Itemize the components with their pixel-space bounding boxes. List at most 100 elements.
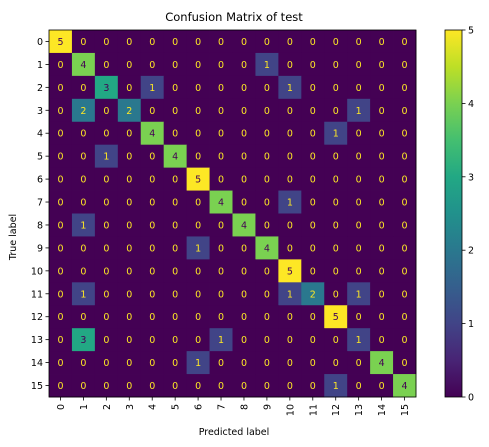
cell-value-label: 0 xyxy=(195,198,201,209)
heatmap-cell xyxy=(163,190,188,214)
heatmap-cell xyxy=(393,374,417,398)
heatmap-cell xyxy=(347,282,371,306)
cell-value-label: 0 xyxy=(379,37,385,48)
heatmap-cell xyxy=(117,52,142,77)
heatmap-cell xyxy=(255,98,279,123)
heatmap-cell xyxy=(163,374,188,398)
cell-value-label: 0 xyxy=(287,381,293,392)
heatmap-cell xyxy=(370,190,394,214)
cell-value-label: 5 xyxy=(195,175,201,186)
heatmap-cell xyxy=(255,259,279,283)
cell-value-label: 0 xyxy=(241,243,247,254)
cell-value-label: 0 xyxy=(287,129,293,140)
cell-value-label: 0 xyxy=(402,198,408,209)
heatmap-cell xyxy=(117,305,142,329)
heatmap-cell xyxy=(209,374,233,398)
cell-value-label: 0 xyxy=(172,37,178,48)
x-tick-label: 12 xyxy=(331,404,342,416)
cell-value-label: 0 xyxy=(310,198,316,209)
heatmap-cell xyxy=(393,305,417,329)
heatmap-cell xyxy=(117,121,142,146)
heatmap-cell xyxy=(94,144,119,169)
cell-value-label: 1 xyxy=(356,289,362,300)
heatmap-cell xyxy=(71,328,96,352)
heatmap-cell xyxy=(186,75,210,100)
cell-value-label: 0 xyxy=(287,175,293,186)
cell-value-label: 0 xyxy=(126,37,132,48)
y-tick-label: 6 xyxy=(37,175,43,186)
cell-value-label: 0 xyxy=(310,358,316,369)
cell-value-label: 0 xyxy=(149,37,155,48)
heatmap-cell xyxy=(117,98,142,123)
heatmap-cell xyxy=(186,374,210,398)
heatmap-cell xyxy=(49,98,73,123)
heatmap-cell xyxy=(209,305,233,329)
heatmap-cell xyxy=(94,374,119,398)
cell-value-label: 0 xyxy=(218,106,224,117)
cell-value-label: 0 xyxy=(310,83,316,94)
heatmap-cell xyxy=(278,282,302,306)
cell-value-label: 0 xyxy=(103,289,109,300)
cell-value-label: 0 xyxy=(172,60,178,71)
x-axis-label: Predicted label xyxy=(199,427,270,438)
heatmap-cell xyxy=(347,213,371,237)
heatmap-cell xyxy=(393,328,417,352)
y-tick-label: 8 xyxy=(37,220,43,231)
heatmap-cell xyxy=(301,30,325,54)
heatmap-cell xyxy=(140,351,165,375)
heatmap-cell xyxy=(370,30,394,54)
cell-value-label: 0 xyxy=(402,37,408,48)
heatmap-cell xyxy=(393,167,417,191)
heatmap-cell xyxy=(324,167,348,191)
cell-value-label: 0 xyxy=(172,106,178,117)
heatmap-cell xyxy=(347,144,371,169)
heatmap-cell xyxy=(163,52,188,77)
cell-value-label: 0 xyxy=(103,358,109,369)
cell-value-label: 0 xyxy=(103,129,109,140)
cell-value-label: 0 xyxy=(241,335,247,346)
cell-value-label: 0 xyxy=(379,83,385,94)
cell-value-label: 0 xyxy=(149,243,155,254)
cell-value-label: 0 xyxy=(310,60,316,71)
heatmap-cell xyxy=(71,190,96,214)
cell-value-label: 0 xyxy=(402,312,408,323)
cell-value-label: 0 xyxy=(172,220,178,231)
cell-value-label: 0 xyxy=(333,152,339,163)
heatmap-cell xyxy=(140,190,165,214)
cell-value-label: 0 xyxy=(57,266,63,277)
heatmap-cell xyxy=(393,190,417,214)
heatmap-cell xyxy=(255,236,279,260)
cell-value-label: 1 xyxy=(218,335,224,346)
heatmap-cell xyxy=(186,167,210,191)
cell-value-label: 4 xyxy=(80,60,86,71)
heatmap-cell xyxy=(370,374,394,398)
x-tick-label: 5 xyxy=(171,404,182,410)
y-tick-label: 4 xyxy=(37,129,43,140)
y-tick-label: 3 xyxy=(37,106,43,117)
heatmap-cell xyxy=(163,98,188,123)
heatmap-cell xyxy=(117,30,142,54)
cell-value-label: 1 xyxy=(195,358,201,369)
x-tick-label: 11 xyxy=(308,404,319,416)
heatmap-cell xyxy=(301,52,325,77)
heatmap-cell xyxy=(209,282,233,306)
y-tick-label: 11 xyxy=(31,289,43,300)
heatmap-cell xyxy=(186,305,210,329)
heatmap-cell xyxy=(49,144,73,169)
heatmap-cell xyxy=(163,282,188,306)
cell-value-label: 0 xyxy=(172,243,178,254)
cell-value-label: 0 xyxy=(57,335,63,346)
heatmap-cell xyxy=(71,121,96,146)
heatmap-cell xyxy=(163,144,188,169)
heatmap-cell xyxy=(347,98,371,123)
heatmap-cell xyxy=(209,144,233,169)
heatmap-cell xyxy=(347,30,371,54)
heatmap-cell xyxy=(71,98,96,123)
cell-value-label: 0 xyxy=(218,266,224,277)
heatmap-cell xyxy=(393,282,417,306)
cell-value-label: 0 xyxy=(241,152,247,163)
cell-value-label: 0 xyxy=(80,129,86,140)
heatmap-cell xyxy=(140,305,165,329)
heatmap-cell xyxy=(71,259,96,283)
cell-value-label: 0 xyxy=(149,381,155,392)
